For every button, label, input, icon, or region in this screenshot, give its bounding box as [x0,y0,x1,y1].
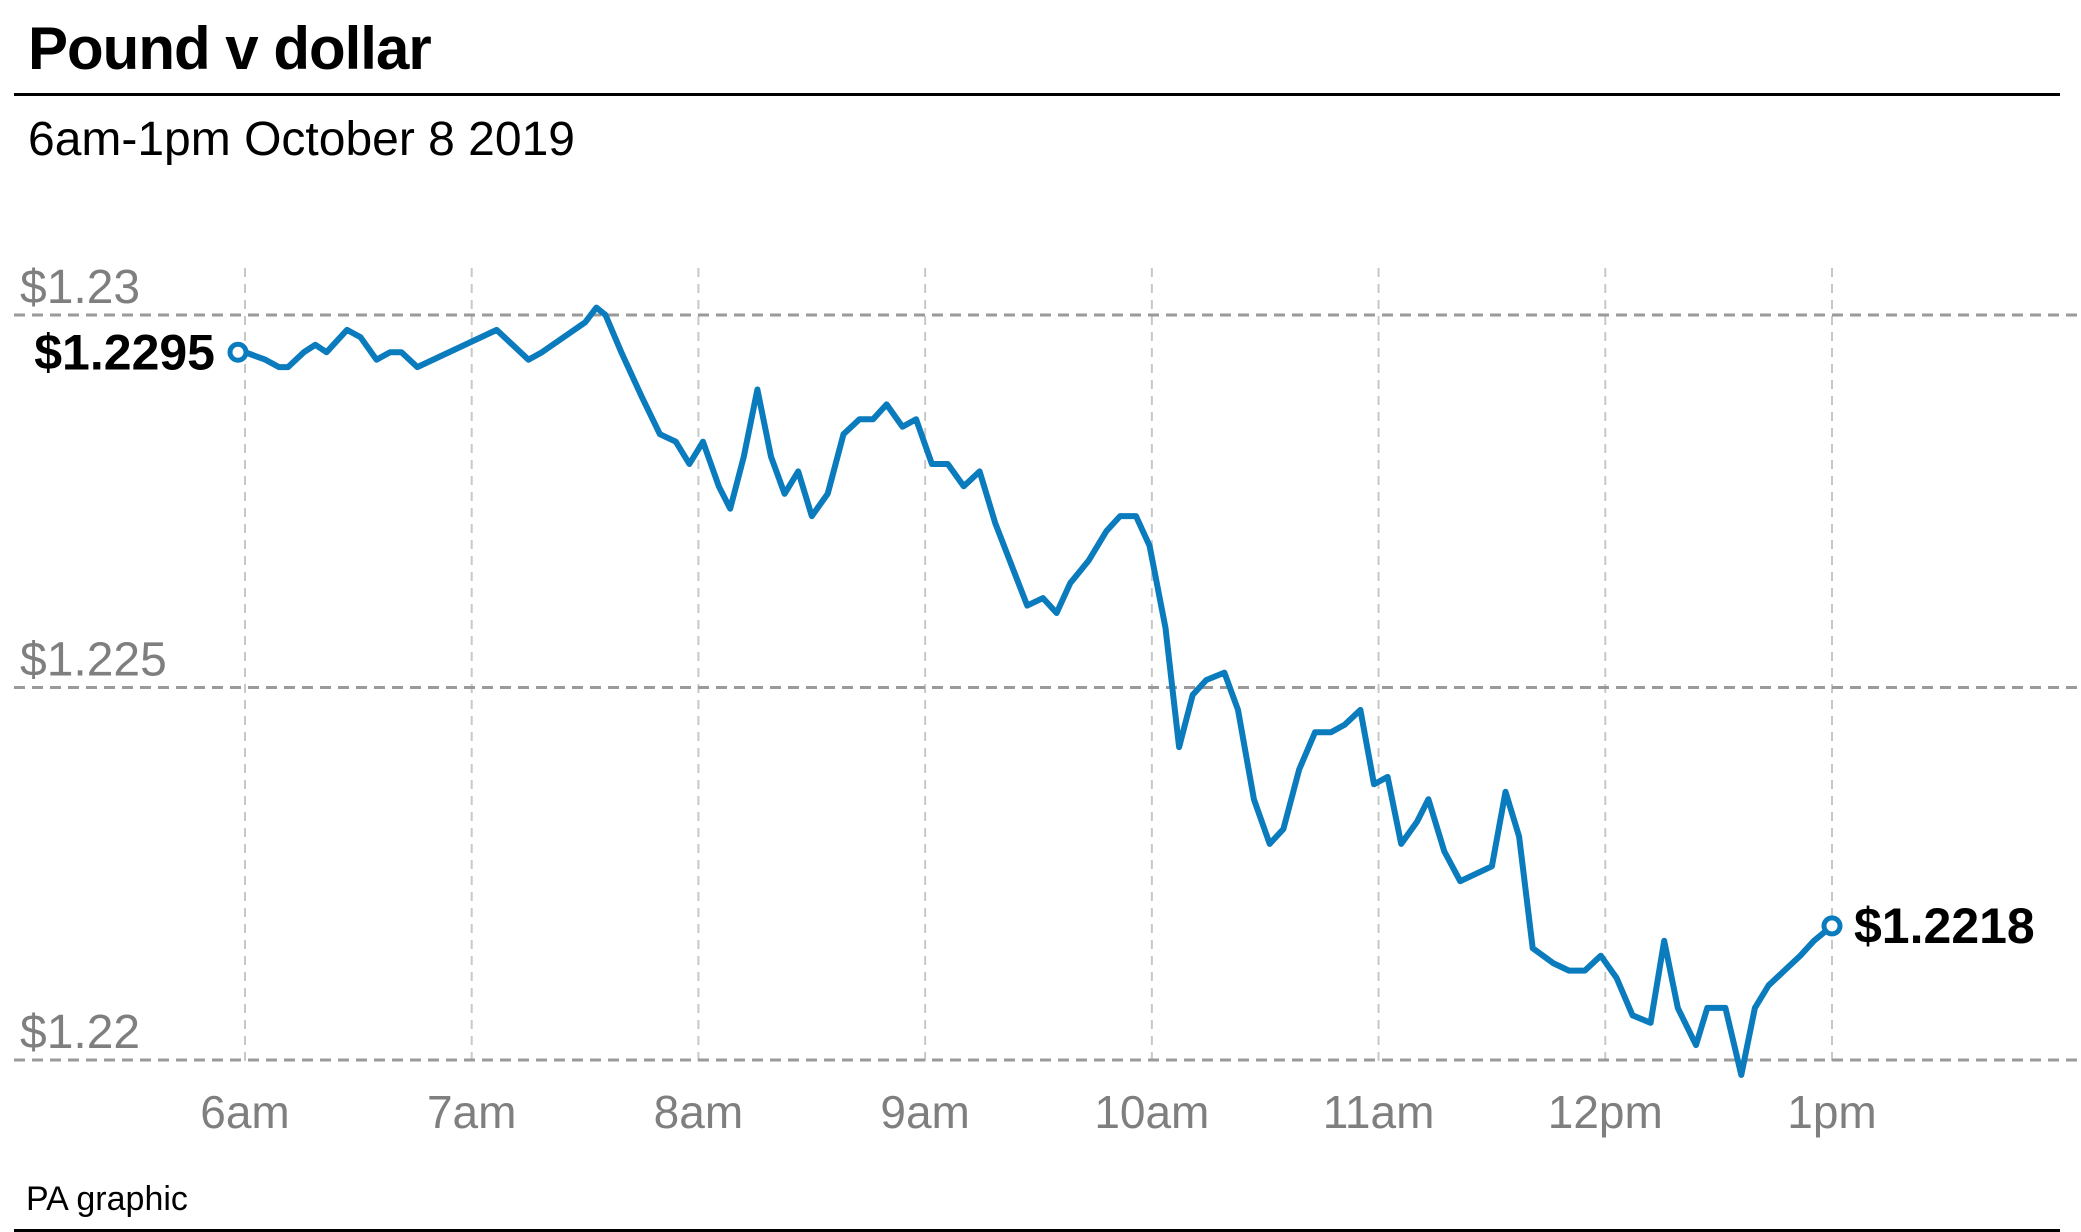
end-value-label: $1.2218 [1854,898,2035,954]
y-axis-labels: $1.23 $1.225 $1.22 [20,261,167,1059]
series-line [242,304,1835,1078]
end-point-marker [1821,915,1843,937]
x-tick-label: 1pm [1787,1086,1876,1138]
chart-subtitle: 6am-1pm October 8 2019 [28,113,575,166]
annotations-group: $1.2295 $1.2218 [34,324,2035,954]
x-tick-label: 10am [1094,1086,1209,1138]
x-tick-label: 9am [880,1086,969,1138]
x-tick-label: 6am [200,1086,289,1138]
y-tick-label: $1.22 [20,1006,140,1059]
x-tick-label: 7am [427,1086,516,1138]
y-tick-label: $1.23 [20,261,140,314]
title-divider [14,93,2060,96]
chart-title: Pound v dollar [28,15,432,82]
y-tick-label: $1.225 [20,634,167,687]
start-point-marker [227,341,249,363]
horizontal-gridlines [14,313,2081,1062]
x-axis-labels: 6am 7am 8am 9am 10am 11am 12pm 1pm [200,1086,1876,1138]
series-group [242,304,1835,1078]
source-credit: PA graphic [26,1180,188,1218]
footer-divider [14,1229,2060,1232]
x-tick-label: 12pm [1548,1086,1663,1138]
x-tick-label: 8am [654,1086,743,1138]
start-value-label: $1.2295 [34,324,215,380]
vertical-gridlines [244,268,1833,1062]
x-tick-label: 11am [1323,1086,1435,1138]
